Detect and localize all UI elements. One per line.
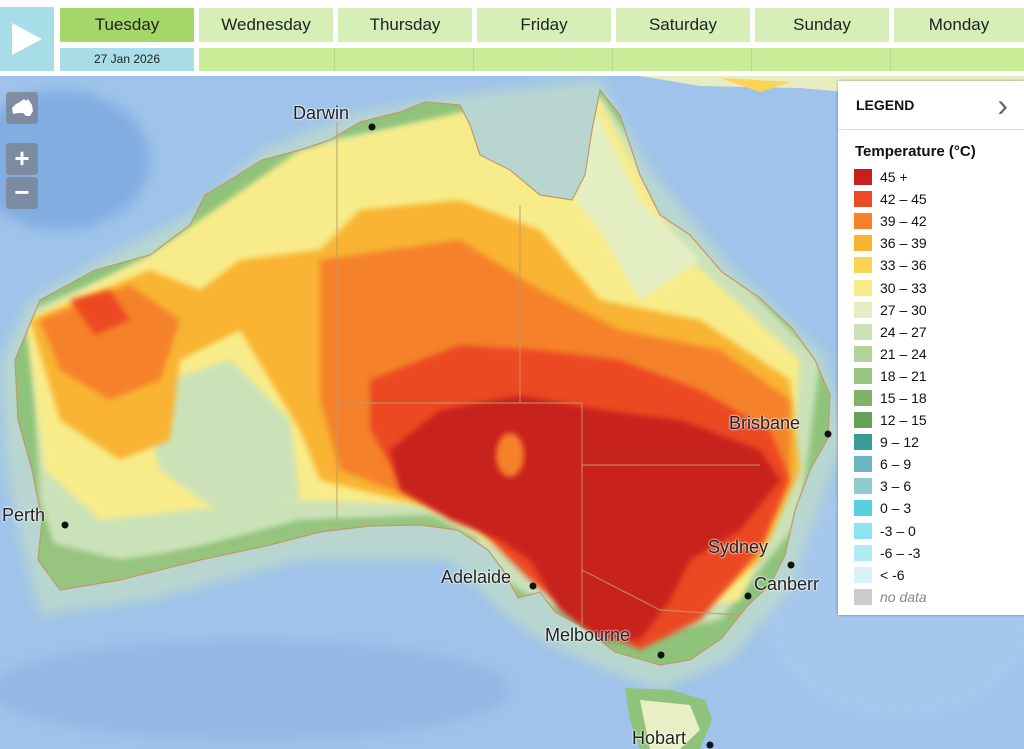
legend-label: 24 – 27 (880, 323, 927, 340)
legend-swatch (854, 213, 872, 230)
city-label-sydney: Sydney (708, 537, 769, 557)
legend-swatch (854, 235, 872, 252)
legend-label: 36 – 39 (880, 235, 927, 252)
legend-item: 18 – 21 (854, 365, 927, 387)
legend-swatch (854, 522, 872, 539)
legend-item: 9 – 12 (854, 431, 927, 453)
zoom-in-button[interactable]: + (6, 143, 38, 175)
australia-map-icon (12, 99, 33, 116)
legend-label: 12 – 15 (880, 412, 927, 429)
city-label-darwin: Darwin (293, 103, 350, 123)
legend-item: 15 – 18 (854, 387, 927, 409)
legend-label: 18 – 21 (880, 367, 927, 384)
legend-item: 33 – 36 (854, 254, 927, 276)
legend-item: 45 + (854, 166, 927, 188)
coastline (14, 88, 831, 666)
legend-panel: LEGEND › Temperature (°C) 45 + 42 – 45 39 … (838, 81, 1024, 615)
city-label-canberra: Canberr (754, 574, 820, 594)
legend-label: 21 – 24 (880, 345, 927, 362)
legend-item: -3 – 0 (854, 520, 927, 542)
legend-item: 6 – 9 (854, 453, 927, 475)
legend-item: 42 – 45 (854, 188, 927, 210)
play-button[interactable] (0, 7, 54, 71)
city-label-adelaide: Adelaide (441, 567, 512, 587)
legend-swatch (854, 456, 872, 473)
legend-label: 39 – 42 (880, 213, 927, 230)
legend-label: 33 – 36 (880, 257, 927, 274)
timeline-divider (751, 48, 752, 71)
tab-thursday[interactable]: Thursday (338, 8, 472, 42)
legend-label: < -6 (880, 566, 905, 583)
legend-label: -6 – -3 (880, 544, 921, 561)
city-label-melbourne: Melbourne (545, 625, 631, 645)
legend-swatch (854, 566, 872, 583)
legend-swatch (854, 257, 872, 274)
tab-saturday[interactable]: Saturday (616, 8, 750, 42)
legend-swatch (854, 367, 872, 384)
day-selector-bar: Tuesday Wednesday Thursday Friday Saturd… (0, 0, 1024, 76)
legend-swatch (854, 279, 872, 296)
legend-swatch (854, 434, 872, 451)
city-label-brisbane: Brisbane (729, 413, 801, 433)
timeline-divider (890, 48, 891, 71)
legend-swatch (854, 191, 872, 208)
legend-label: 45 + (880, 169, 908, 186)
legend-item: < -6 (854, 564, 927, 586)
selected-date: 27 Jan 2026 (60, 48, 194, 71)
timeline-divider (473, 48, 474, 71)
city-label-hobart: Hobart (632, 728, 687, 748)
legend-label: no data (880, 588, 927, 605)
legend-label: -3 – 0 (880, 522, 916, 539)
tab-tuesday[interactable]: Tuesday (60, 8, 194, 42)
legend-item: 39 – 42 (854, 210, 927, 232)
legend-item: 27 – 30 (854, 299, 927, 321)
legend-label: 42 – 45 (880, 191, 927, 208)
state-borders (336, 122, 760, 625)
legend-swatch (854, 323, 872, 340)
legend-title: LEGEND (856, 97, 915, 113)
legend-swatch (854, 301, 872, 318)
legend-label: 6 – 9 (880, 456, 912, 473)
legend-item: -6 – -3 (854, 542, 927, 564)
legend-item: 30 – 33 (854, 276, 927, 298)
timeline-divider (334, 48, 335, 71)
legend-label: 3 – 6 (880, 478, 912, 495)
legend-swatch (854, 544, 872, 561)
legend-item: 36 – 39 (854, 232, 927, 254)
chevron-right-icon[interactable]: › (997, 87, 1008, 123)
legend-swatch (854, 478, 872, 495)
play-icon (12, 23, 42, 55)
legend-swatch (854, 588, 872, 605)
legend-label: 0 – 3 (880, 500, 912, 517)
legend-item: 3 – 6 (854, 475, 927, 497)
legend-item: no data (854, 586, 927, 608)
legend-label: 9 – 12 (880, 434, 919, 451)
timeline-strip[interactable] (199, 48, 1024, 71)
tab-monday[interactable]: Monday (894, 8, 1024, 42)
legend-items: 45 + 42 – 45 39 – 42 36 – 39 33 – 36 30 – 33 2… (854, 166, 927, 608)
legend-subtitle: Temperature (°C) (855, 143, 976, 160)
legend-swatch (854, 345, 872, 362)
legend-swatch (854, 412, 872, 429)
australia-view-button[interactable] (6, 92, 38, 124)
legend-header[interactable]: LEGEND › (838, 81, 1024, 130)
city-label-perth: Perth (2, 505, 46, 525)
tab-wednesday[interactable]: Wednesday (199, 8, 333, 42)
legend-item: 12 – 15 (854, 409, 927, 431)
timeline-divider (612, 48, 613, 71)
legend-item: 24 – 27 (854, 321, 927, 343)
legend-label: 30 – 33 (880, 279, 927, 296)
legend-label: 15 – 18 (880, 389, 927, 406)
legend-item: 0 – 3 (854, 497, 927, 519)
legend-item: 21 – 24 (854, 343, 927, 365)
legend-swatch (854, 169, 872, 186)
zoom-out-button[interactable]: − (6, 177, 38, 209)
legend-label: 27 – 30 (880, 301, 927, 318)
city-markers (61, 123, 832, 749)
tab-sunday[interactable]: Sunday (755, 8, 889, 42)
legend-swatch (854, 500, 872, 517)
tab-friday[interactable]: Friday (477, 8, 611, 42)
legend-swatch (854, 389, 872, 406)
